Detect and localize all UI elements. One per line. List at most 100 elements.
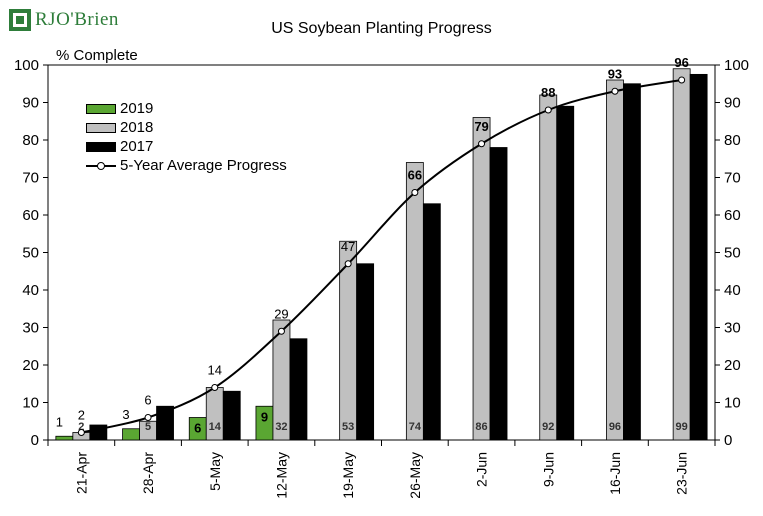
average-point-2-Jun (478, 140, 486, 148)
average-label-2-Jun: 79 (474, 119, 488, 134)
legend-label-2019: 2019 (120, 100, 154, 117)
x-tick-label-19-May: 19-May (340, 452, 356, 499)
legend-entry-2018: 2018 (86, 118, 287, 137)
x-tick-label-23-Jun: 23-Jun (674, 452, 690, 495)
average-point-26-May (411, 189, 419, 196)
bar-2018-26-May (405, 162, 424, 441)
bar-label-2019-12-May: 9 (261, 409, 268, 424)
average-label-23-Jun: 96 (674, 55, 688, 70)
bar-label-2018-19-May: 53 (342, 421, 354, 433)
legend-swatch-2018 (86, 122, 116, 133)
y-tick-label-left: 80 (22, 132, 39, 149)
bar-label-2018-5-May: 14 (209, 421, 222, 433)
average-label-19-May: 47 (341, 239, 355, 254)
average-label-9-Jun: 88 (541, 85, 555, 100)
bar-2018-16-Jun (606, 79, 624, 441)
x-tick-label-21-Apr: 21-Apr (73, 452, 89, 494)
legend-swatch-2019 (86, 103, 116, 114)
y-tick-label-left: 10 (22, 395, 39, 412)
chart-legend: 2019 2018 2017 5-Year Average Progress (86, 99, 287, 175)
bar-label-2018-21-Apr: 2 (78, 421, 84, 433)
average-progress-line (81, 79, 682, 434)
average-label-12-May: 29 (274, 306, 288, 321)
legend-label-average: 5-Year Average Progress (120, 157, 287, 174)
bar-2018-23-Jun (672, 68, 691, 441)
bar-label-2019-28-Apr: 3 (122, 407, 129, 422)
average-label-5-May: 14 (208, 363, 222, 378)
y-tick-label-right: 60 (724, 207, 741, 224)
average-point-28-Apr (144, 414, 152, 421)
x-tick-label-28-Apr: 28-Apr (140, 452, 156, 494)
y-tick-label-left: 30 (22, 320, 39, 337)
y-tick-label-left: 90 (22, 95, 39, 112)
legend-entry-2017: 2017 (86, 137, 287, 156)
average-point-16-Jun (611, 87, 619, 95)
y-tick-label-right: 70 (724, 170, 741, 187)
average-label-21-Apr: 2 (78, 408, 85, 423)
bar-2018-9-Jun (539, 94, 558, 441)
y-tick-label-right: 100 (724, 57, 749, 74)
y-tick-label-left: 50 (22, 245, 39, 262)
average-point-5-May (211, 384, 219, 391)
y-tick-label-right: 0 (724, 432, 732, 449)
x-tick-label-26-May: 26-May (407, 452, 423, 499)
bar-label-2018-12-May: 32 (275, 421, 287, 433)
y-tick-label-left: 40 (22, 282, 39, 299)
x-tick-label-16-Jun: 16-Jun (607, 452, 623, 495)
bar-label-2018-9-Jun: 92 (542, 421, 554, 433)
y-tick-label-left: 60 (22, 207, 39, 224)
y-tick-label-left: 100 (14, 57, 39, 74)
x-tick-label-5-May: 5-May (207, 452, 223, 491)
bar-2017-5-May (222, 390, 241, 441)
y-tick-label-right: 50 (724, 245, 741, 262)
x-tick-label-9-Jun: 9-Jun (540, 452, 556, 487)
y-tick-label-left: 20 (22, 357, 39, 374)
bar-2018-2-Jun (472, 117, 491, 441)
legend-swatch-2017 (86, 141, 116, 152)
logo-text: RJO'Brien (35, 9, 119, 30)
y-tick-label-right: 10 (724, 395, 741, 412)
company-logo: RJO'Brien (8, 8, 119, 32)
legend-entry-2019: 2019 (86, 99, 287, 118)
y-axis-label: % Complete (56, 47, 138, 64)
y-tick-label-left: 0 (31, 432, 39, 449)
bar-2017-19-May (356, 263, 375, 441)
average-point-9-Jun (544, 106, 552, 114)
legend-line-average (86, 161, 116, 171)
average-point-12-May (277, 327, 285, 335)
bar-label-2018-23-Jun: 99 (676, 421, 688, 433)
legend-entry-average: 5-Year Average Progress (86, 156, 287, 175)
y-tick-label-right: 30 (724, 320, 741, 337)
y-tick-label-right: 80 (724, 132, 741, 149)
legend-label-2017: 2017 (120, 138, 154, 155)
logo-mark-icon (9, 9, 31, 31)
x-tick-label-2-Jun: 2-Jun (474, 452, 490, 487)
bar-2019-21-Apr (55, 435, 74, 441)
y-tick-label-right: 20 (724, 357, 741, 374)
chart-title: US Soybean Planting Progress (271, 20, 492, 37)
bar-label-2018-28-Apr: 5 (145, 421, 151, 433)
average-label-16-Jun: 93 (608, 66, 622, 81)
y-tick-label-left: 70 (22, 170, 39, 187)
bar-label-2019-21-Apr: 1 (56, 414, 63, 429)
bar-label-2018-16-Jun: 96 (609, 421, 621, 433)
bar-2017-23-Jun (689, 73, 708, 441)
bar-label-2019-5-May: 6 (194, 421, 201, 436)
bar-label-2018-2-Jun: 86 (475, 421, 487, 433)
average-point-21-Apr (77, 429, 85, 436)
y-tick-label-right: 90 (724, 95, 741, 112)
average-point-23-Jun (678, 76, 686, 84)
bar-2017-12-May (289, 338, 308, 441)
bar-label-2018-26-May: 74 (409, 421, 422, 433)
bar-2017-2-Jun (489, 147, 508, 441)
bar-2019-28-Apr (122, 428, 140, 441)
bar-2017-26-May (422, 203, 441, 441)
legend-label-2018: 2018 (120, 119, 154, 136)
average-label-26-May: 66 (408, 168, 422, 183)
average-point-19-May (344, 260, 352, 268)
x-tick-label-12-May: 12-May (273, 452, 289, 499)
y-tick-label-right: 40 (724, 282, 741, 299)
bar-2017-9-Jun (556, 105, 575, 441)
bar-2017-16-Jun (623, 83, 641, 441)
